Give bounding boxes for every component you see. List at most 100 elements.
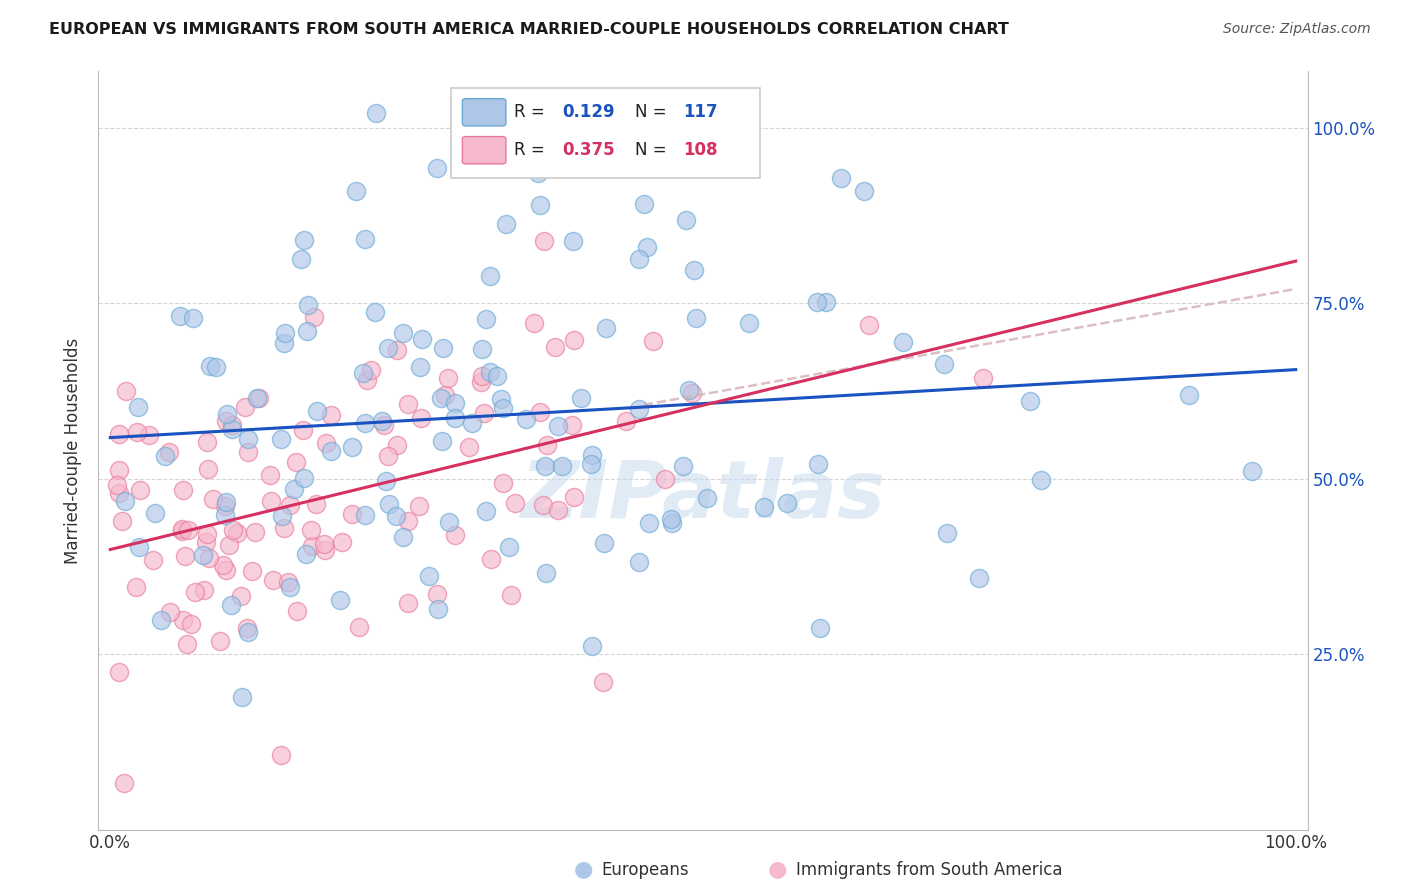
Point [214,499,236,513]
Point [628,402,651,417]
Point [392,326,415,340]
Point [627,252,650,266]
Point [221,598,243,612]
Point [967,571,990,585]
Point [349,619,371,633]
Point [418,568,440,582]
Point [534,458,557,473]
Point [321,443,343,458]
Text: Immigrants from South America: Immigrants from South America [796,861,1063,879]
Point [321,408,343,422]
Point [108,665,131,679]
Point [830,170,852,185]
Point [433,388,456,402]
Point [1018,394,1040,409]
Point [243,525,266,540]
Point [302,310,325,324]
FancyBboxPatch shape [463,99,506,126]
Point [685,311,707,326]
Point [231,589,253,603]
Point [191,548,214,562]
Point [259,468,281,483]
Text: ●: ● [768,860,787,880]
Point [108,427,131,442]
Point [444,528,467,542]
Point [328,592,350,607]
Text: N =: N = [636,141,672,159]
Point [159,605,181,619]
Point [157,445,180,459]
Point [392,530,415,544]
Point [858,318,880,333]
Point [475,504,498,518]
Point [184,585,207,599]
Point [352,366,374,380]
Point [176,637,198,651]
Point [273,335,295,350]
Point [270,747,292,762]
Point [808,621,831,635]
Point [214,508,236,523]
Point [426,586,449,600]
Point [1240,464,1263,478]
Point [595,321,617,335]
Point [515,411,537,425]
Point [180,617,202,632]
Text: Source: ZipAtlas.com: Source: ZipAtlas.com [1223,22,1371,37]
Point [360,363,382,377]
Point [172,522,194,536]
Point [295,324,318,338]
Point [197,527,219,541]
Point [299,523,322,537]
Point [364,304,387,318]
Point [523,316,546,330]
Point [458,441,481,455]
Point [972,370,994,384]
Point [564,491,586,505]
Point [354,416,377,430]
Point [503,496,526,510]
Point [475,312,498,326]
Point [661,516,683,530]
Text: R =: R = [515,103,550,121]
Point [292,471,315,485]
Point [283,483,305,497]
Point [236,445,259,459]
Point [111,514,134,528]
Point [125,425,148,440]
Point [533,234,555,248]
Point [290,252,312,266]
Text: 0.129: 0.129 [562,103,616,121]
Point [426,161,449,175]
Point [499,588,522,602]
Point [305,403,328,417]
Point [170,524,193,538]
Point [472,406,495,420]
Point [461,416,484,430]
Point [489,392,512,406]
Point [470,343,492,357]
Point [221,422,243,436]
Point [529,198,551,212]
Point [198,359,221,373]
Point [305,498,328,512]
Y-axis label: Married-couple Households: Married-couple Households [65,337,83,564]
Point [696,491,718,505]
FancyBboxPatch shape [451,88,759,178]
Point [114,384,136,398]
Point [444,395,467,409]
Point [495,217,517,231]
Point [292,233,315,247]
Point [387,438,409,452]
Point [205,360,228,375]
Point [114,493,136,508]
Point [277,574,299,589]
Point [408,499,430,513]
Point [377,342,399,356]
Point [437,516,460,530]
FancyBboxPatch shape [463,136,506,164]
Point [526,166,548,180]
Point [215,407,238,421]
Point [314,537,336,551]
Point [427,602,450,616]
